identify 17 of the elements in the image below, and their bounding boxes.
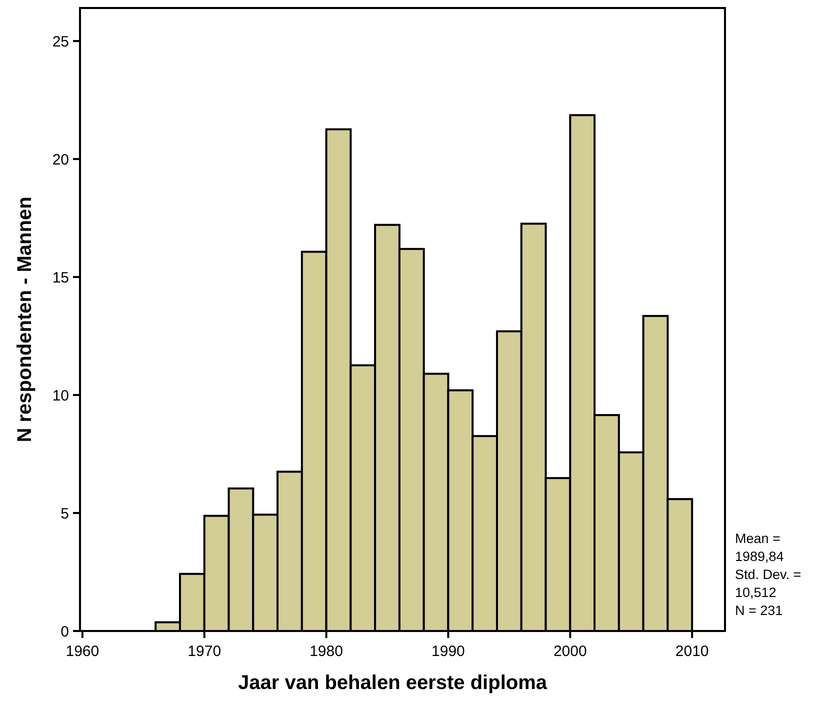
x-tick-label: 1960 (66, 643, 100, 660)
text: N = 231 (735, 603, 783, 618)
text: Std. Dev. = 10,512 (735, 567, 802, 600)
y-tick-label: 5 (60, 505, 69, 522)
x-tick-label: 1990 (432, 643, 465, 660)
y-tick-label: 20 (52, 151, 69, 168)
y-tick-label: 0 (60, 623, 69, 640)
y-axis-title: N respondenten - Mannen (14, 196, 36, 442)
x-tick-label: 2010 (675, 643, 709, 660)
x-axis-title: Jaar van behalen eerste diploma (238, 672, 548, 694)
x-tick-label: 1970 (188, 643, 222, 660)
y-tick-label: 15 (52, 269, 69, 286)
y-tick-label: 25 (52, 33, 69, 50)
x-tick-label: 1980 (310, 643, 343, 660)
text: Mean = 1989,84 (735, 531, 784, 564)
x-tick-label: 2000 (553, 643, 587, 660)
y-tick-label: 10 (52, 387, 69, 404)
